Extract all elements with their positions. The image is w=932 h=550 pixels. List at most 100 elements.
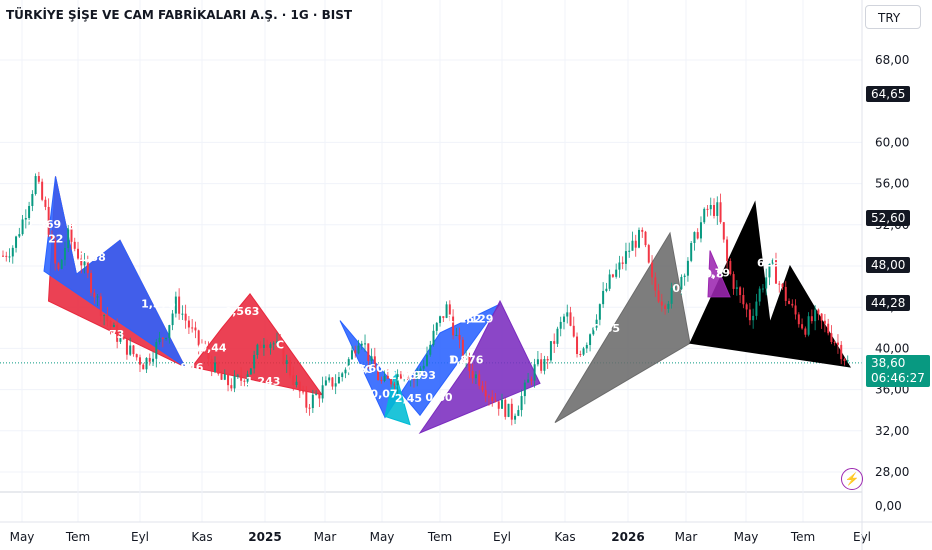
candle-body bbox=[122, 338, 125, 340]
candle-body bbox=[677, 286, 680, 290]
candle-body bbox=[8, 256, 11, 258]
pattern-ratio-label: A bbox=[197, 341, 206, 354]
pattern-ratio-label: 2,45 bbox=[395, 392, 422, 405]
candle-body bbox=[119, 338, 122, 342]
candle-body bbox=[302, 391, 305, 393]
candle-body bbox=[70, 228, 73, 242]
candle-body bbox=[432, 330, 435, 345]
pattern-ratio-label: 1,73 bbox=[97, 328, 124, 341]
candle-body bbox=[797, 314, 800, 325]
candle-body bbox=[527, 379, 530, 383]
candle-body bbox=[194, 327, 197, 331]
pattern-ratio-label: 1,243 bbox=[246, 375, 281, 388]
candle-body bbox=[638, 229, 640, 248]
candle-body bbox=[735, 287, 738, 289]
candle-body bbox=[520, 396, 523, 411]
candle-body bbox=[396, 374, 399, 386]
candle-body bbox=[132, 345, 135, 355]
candle-body bbox=[611, 274, 614, 277]
candle-body bbox=[331, 377, 334, 387]
candle-body bbox=[507, 403, 510, 417]
currency-selector[interactable]: TRY bbox=[865, 5, 921, 29]
candle-body bbox=[628, 250, 631, 252]
candle-body bbox=[60, 259, 63, 269]
candle-body bbox=[63, 247, 66, 260]
candle-body bbox=[579, 353, 582, 355]
candle-body bbox=[214, 362, 216, 372]
candle-body bbox=[621, 262, 624, 264]
candle-body bbox=[233, 375, 236, 389]
candle-body bbox=[262, 344, 265, 349]
candle-body bbox=[585, 345, 588, 349]
candle-body bbox=[644, 231, 647, 246]
candle-body bbox=[21, 219, 24, 235]
pattern-ratio-label: 2,167 bbox=[389, 369, 424, 382]
candle-body bbox=[285, 360, 288, 364]
candle-body bbox=[654, 277, 657, 291]
candle-body bbox=[373, 356, 376, 370]
candle-body bbox=[448, 304, 451, 317]
candle-body bbox=[246, 374, 249, 382]
candle-body bbox=[624, 251, 627, 264]
x-tick-label: May bbox=[734, 530, 759, 544]
lightning-icon[interactable]: ⚡ bbox=[841, 468, 863, 490]
pattern-ratio-label: 0,79 bbox=[703, 267, 730, 280]
candle-body bbox=[732, 274, 735, 289]
pattern-ratio-label: 0,846 bbox=[169, 361, 204, 374]
candle-body bbox=[217, 362, 220, 374]
candle-body bbox=[364, 343, 367, 345]
candle-body bbox=[553, 341, 556, 344]
candle-body bbox=[455, 334, 458, 336]
candle-body bbox=[487, 396, 490, 398]
candle-body bbox=[774, 260, 777, 284]
pattern-ratio-label: 2,569 bbox=[26, 218, 61, 231]
candle-body bbox=[344, 369, 347, 374]
candle-body bbox=[589, 334, 592, 346]
symbol-title[interactable]: TÜRKİYE ŞİŞE VE CAM FABRİKALARI A.Ş. · 1… bbox=[6, 8, 353, 22]
price-tag: 44,28 bbox=[866, 295, 911, 312]
candle-body bbox=[57, 263, 60, 269]
candle-body bbox=[2, 255, 4, 257]
candle-body bbox=[745, 304, 748, 310]
candle-body bbox=[494, 400, 497, 402]
candle-body bbox=[536, 359, 539, 365]
candle-body bbox=[380, 380, 383, 382]
candle-body bbox=[341, 373, 344, 378]
candle-body bbox=[429, 344, 432, 355]
candle-body bbox=[722, 222, 725, 240]
candle-body bbox=[184, 313, 187, 321]
candle-body bbox=[823, 320, 826, 324]
live-price-label: 38,60 06:46:27 bbox=[866, 355, 930, 387]
candle-body bbox=[752, 315, 755, 321]
candle-body bbox=[657, 290, 660, 302]
candle-body bbox=[605, 288, 608, 291]
candle-body bbox=[403, 375, 406, 379]
candle-body bbox=[817, 309, 820, 314]
candle-body bbox=[716, 202, 719, 216]
candle-body bbox=[761, 288, 764, 290]
candle-body bbox=[390, 378, 393, 385]
pattern-cyan bbox=[384, 370, 411, 426]
candle-body bbox=[703, 208, 706, 223]
price-tag: 48,00 bbox=[866, 257, 911, 273]
candle-body bbox=[416, 371, 419, 380]
candle-body bbox=[461, 339, 464, 360]
candle-body bbox=[562, 316, 565, 322]
candle-body bbox=[504, 399, 507, 417]
candle-body bbox=[41, 181, 44, 200]
candle-body bbox=[742, 295, 745, 305]
candle-body bbox=[794, 305, 797, 315]
x-tick-label: May bbox=[370, 530, 395, 544]
candle-body bbox=[399, 374, 402, 379]
candle-body bbox=[197, 330, 200, 346]
candle-body bbox=[465, 356, 468, 360]
candle-body bbox=[788, 300, 791, 304]
candle-body bbox=[275, 341, 278, 344]
pattern-ratio-label: 0,722 bbox=[29, 233, 64, 246]
x-tick-label: Mar bbox=[314, 530, 337, 544]
pattern-ratio-label: 1,876 bbox=[449, 354, 484, 367]
candle-body bbox=[230, 385, 233, 389]
candle-body bbox=[510, 403, 513, 420]
candle-body bbox=[324, 380, 327, 386]
